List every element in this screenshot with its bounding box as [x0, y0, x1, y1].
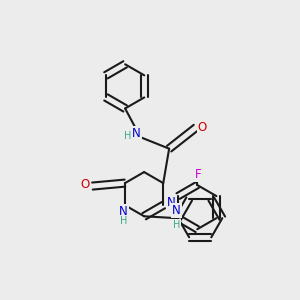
Text: O: O: [198, 121, 207, 134]
Text: N: N: [172, 204, 181, 217]
Text: O: O: [80, 178, 90, 191]
Text: F: F: [194, 168, 201, 181]
Text: H: H: [120, 215, 127, 226]
Text: H: H: [124, 131, 132, 141]
Text: N: N: [119, 205, 128, 218]
Text: H: H: [173, 220, 180, 230]
Text: N: N: [167, 196, 176, 209]
Text: N: N: [132, 127, 140, 140]
